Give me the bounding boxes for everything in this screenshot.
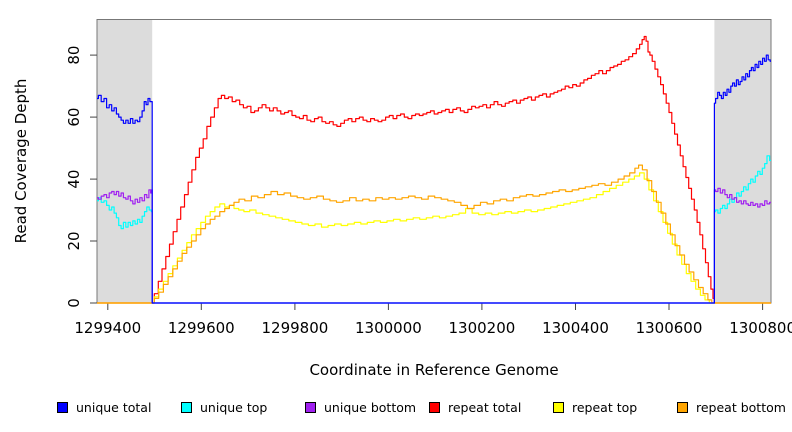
- series-line-repeat-top: [97, 172, 771, 304]
- legend-item-repeat-total: repeat total: [429, 400, 541, 415]
- legend-item-unique-total: unique total: [57, 400, 169, 415]
- x-tick-label: 1300600: [636, 319, 703, 337]
- series-line-repeat-total: [97, 35, 771, 304]
- y-tick-label: 80: [65, 46, 83, 65]
- x-tick-label: 1300200: [448, 319, 515, 337]
- plot-box: [96, 19, 772, 304]
- x-tick-label: 1300000: [355, 319, 422, 337]
- x-axis-title: Coordinate in Reference Genome: [309, 361, 559, 379]
- legend-item-repeat-top: repeat top: [553, 400, 665, 415]
- y-tick-label: 0: [65, 298, 83, 308]
- series-line-unique-total: [97, 54, 771, 304]
- legend-item-unique-bottom: unique bottom: [305, 400, 417, 415]
- series-line-repeat-bottom: [97, 164, 771, 304]
- legend-label-repeat-top: repeat top: [572, 400, 638, 415]
- legend-swatch-unique-bottom: [305, 402, 316, 413]
- x-tick-label: 1299600: [168, 319, 235, 337]
- y-tick-label: 60: [65, 108, 83, 127]
- series-line-unique-bottom: [97, 187, 771, 304]
- legend-label-unique-top: unique top: [200, 400, 268, 415]
- legend: unique total unique top unique bottom repea…: [57, 400, 792, 415]
- x-tick-label: 1299800: [261, 319, 328, 337]
- legend-label-unique-bottom: unique bottom: [324, 400, 417, 415]
- legend-swatch-unique-total: [57, 402, 68, 413]
- masked-region-left: [97, 19, 153, 303]
- x-tick-label: 1300400: [542, 319, 609, 337]
- legend-label-repeat-bottom: repeat bottom: [696, 400, 786, 415]
- legend-swatch-unique-top: [181, 402, 192, 413]
- y-tick-label: 20: [65, 231, 83, 250]
- x-tick-label: 1299400: [74, 319, 141, 337]
- legend-swatch-repeat-top: [553, 402, 564, 413]
- y-axis-title: Read Coverage Depth: [12, 78, 30, 244]
- legend-item-repeat-bottom: repeat bottom: [677, 400, 789, 415]
- legend-label-unique-total: unique total: [76, 400, 152, 415]
- legend-item-unique-top: unique top: [181, 400, 293, 415]
- legend-swatch-repeat-total: [429, 402, 440, 413]
- y-tick-label: 40: [65, 170, 83, 189]
- legend-label-repeat-total: repeat total: [448, 400, 522, 415]
- masked-region-right: [714, 19, 771, 303]
- x-tick-label: 1300800: [729, 319, 792, 337]
- legend-swatch-repeat-bottom: [677, 402, 688, 413]
